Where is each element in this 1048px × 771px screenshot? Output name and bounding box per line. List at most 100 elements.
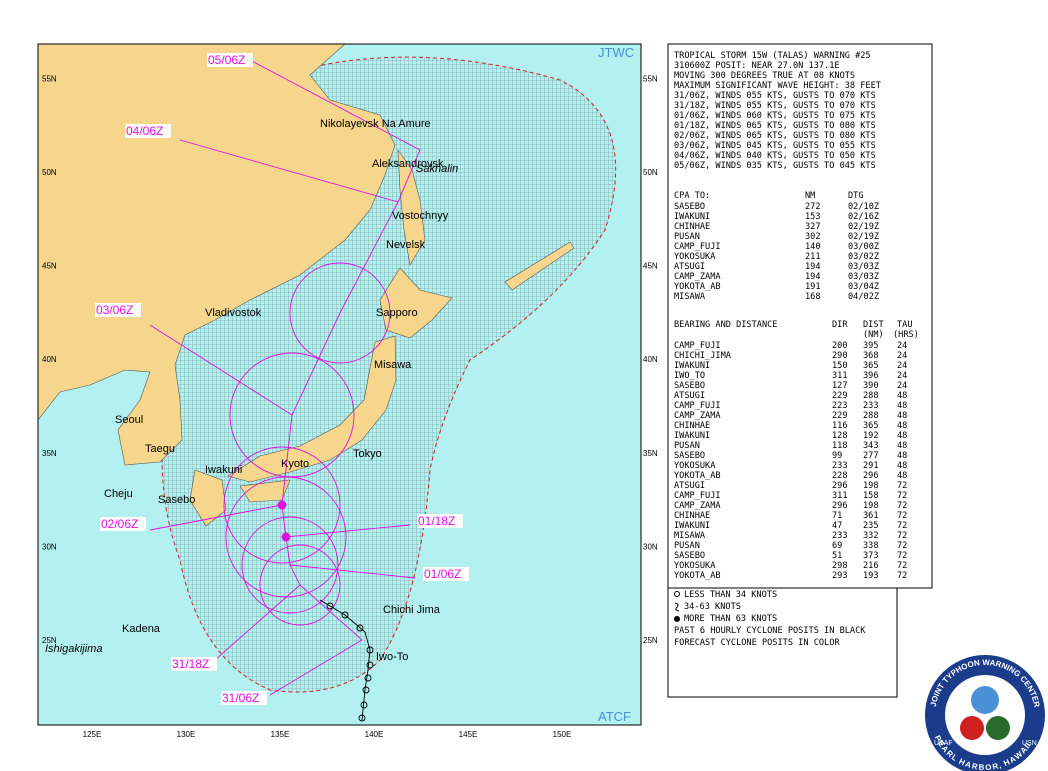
lat-label: 30N xyxy=(643,542,658,551)
bearing-cell: CHINHAE xyxy=(674,511,710,521)
place-label: Iwakuni xyxy=(205,464,242,476)
bearing-cell: 193 xyxy=(863,571,879,581)
place-label: Nevelsk xyxy=(386,239,426,251)
cpa-cell: 272 xyxy=(805,202,821,212)
cpa-cell: YOKOTA_AB xyxy=(674,282,721,292)
place-label: Seoul xyxy=(115,414,143,426)
bearing-cell: 233 xyxy=(863,401,879,411)
legend-symbols xyxy=(674,591,680,622)
track-label: 01/06Z xyxy=(424,567,461,581)
bearing-cell: 48 xyxy=(897,391,907,401)
legend-panel xyxy=(667,587,898,698)
cpa-cell: ATSUGI xyxy=(674,262,705,272)
track-label: 01/18Z xyxy=(418,514,455,528)
lat-label: 45N xyxy=(42,262,57,271)
cpa-cell: YOKOSUKA xyxy=(674,252,716,262)
bearing-cell: 72 xyxy=(897,551,907,561)
bearing-cell: 332 xyxy=(863,531,879,541)
place-label: Aleksandrovsk xyxy=(372,158,444,170)
place-label: Iwo-To xyxy=(376,651,408,663)
cpa-cell: 03/00Z xyxy=(848,242,879,252)
cpa-cell: MISAWA xyxy=(674,292,706,302)
land xyxy=(38,44,575,527)
bearing-cell: IWAKUNI xyxy=(674,431,710,441)
bearing-cell: 24 xyxy=(897,361,907,371)
cpa-cell: 04/02Z xyxy=(848,292,879,302)
cpa-cell: 03/03Z xyxy=(848,272,879,282)
cpa-cell: 211 xyxy=(805,252,821,262)
warning-line: MAXIMUM SIGNIFICANT WAVE HEIGHT: 38 FEET xyxy=(674,81,881,91)
bearing-cell: 192 xyxy=(863,431,879,441)
track-label-bg xyxy=(417,514,463,528)
bearing-cell: 229 xyxy=(832,411,848,421)
bearing-cell: 24 xyxy=(897,381,907,391)
track-label: 02/06Z xyxy=(101,517,138,531)
bearing-cell: 296 xyxy=(832,501,848,511)
bearing-cell: 216 xyxy=(863,561,879,571)
bearing-cell: 150 xyxy=(832,361,848,371)
place-label: Sasebo xyxy=(158,494,195,506)
cpa-cell: 02/16Z xyxy=(848,212,879,222)
bearing-cell: 72 xyxy=(897,561,907,571)
warning-line: 31/18Z, WINDS 055 KTS, GUSTS TO 070 KTS xyxy=(674,101,876,111)
bearing-cell: 229 xyxy=(832,391,848,401)
place-label: Sapporo xyxy=(376,307,418,319)
bearing-cell: 72 xyxy=(897,531,907,541)
cpa-header: NM xyxy=(805,191,815,201)
map xyxy=(38,44,641,725)
bearing-cell: 311 xyxy=(832,491,848,501)
bearing-cell: 72 xyxy=(897,571,907,581)
bearing-cell: CAMP_ZAMA xyxy=(674,411,721,421)
warning-panel xyxy=(667,43,933,589)
bearing-cell: 71 xyxy=(832,511,842,521)
lat-label: 40N xyxy=(643,355,658,364)
bearing-cell: 343 xyxy=(863,441,879,451)
bearing-cell: 293 xyxy=(832,571,848,581)
bearing-header: DIST xyxy=(863,320,884,330)
agency-bottom: ATCF xyxy=(598,709,631,724)
bearing-cell: 51 xyxy=(832,551,842,561)
place-label: Nikolayevsk Na Amure xyxy=(320,118,431,130)
bearing-cell: 290 xyxy=(832,351,848,361)
bearing-cell: 99 xyxy=(832,451,842,461)
warning-line: TROPICAL STORM 15W (TALAS) WARNING #25 xyxy=(674,51,871,61)
lon-label: 145E xyxy=(459,730,478,739)
lat-label: 45N xyxy=(643,262,658,271)
bearing-cell: CHICHI_JIMA xyxy=(674,351,732,361)
place-label: Chichi Jima xyxy=(383,604,441,616)
bearing-cell: YOKOSUKA xyxy=(674,461,716,471)
lat-label: 25N xyxy=(643,636,658,645)
warning-line: 01/18Z, WINDS 065 KTS, GUSTS TO 080 KTS xyxy=(674,121,876,131)
bearing-cell: SASEBO xyxy=(674,381,705,391)
bearing-header: BEARING AND DISTANCE xyxy=(674,320,777,330)
bearing-cell: 48 xyxy=(897,401,907,411)
track-label: 05/06Z xyxy=(208,53,245,67)
track-label: 31/18Z xyxy=(172,657,209,671)
bearing-cell: 72 xyxy=(897,541,907,551)
bearing-cell: 233 xyxy=(832,531,848,541)
bearing-cell: IWAKUNI xyxy=(674,361,710,371)
bearing-cell: YOKOSUKA xyxy=(674,561,716,571)
cpa-cell: 168 xyxy=(805,292,821,302)
bearing-cell: 116 xyxy=(832,421,848,431)
bearing-cell: 48 xyxy=(897,451,907,461)
track-label-bg xyxy=(95,303,141,317)
bearing-cell: CAMP_ZAMA xyxy=(674,501,721,511)
track-label: 31/06Z xyxy=(222,691,259,705)
bearing-cell: 198 xyxy=(863,481,879,491)
bearing-cell: YOKOTA_AB xyxy=(674,471,721,481)
bearing-cell: MISAWA xyxy=(674,531,706,541)
warning-line: MOVING 300 DEGREES TRUE AT 08 KNOTS xyxy=(674,71,855,81)
cpa-cell: 03/04Z xyxy=(848,282,879,292)
bearing-cell: 235 xyxy=(863,521,879,531)
bearing-cell: ATSUGI xyxy=(674,481,705,491)
cpa-cell: 191 xyxy=(805,282,821,292)
bearing-cell: 48 xyxy=(897,431,907,441)
bearing-subheader: (HRS) xyxy=(893,330,919,340)
cpa-cell: 03/03Z xyxy=(848,262,879,272)
cpa-cell: 302 xyxy=(805,232,821,242)
cpa-cell: PUSAN xyxy=(674,232,700,242)
place-label: Misawa xyxy=(374,359,412,371)
bearing-cell: 296 xyxy=(863,471,879,481)
bearing-cell: 24 xyxy=(897,371,907,381)
